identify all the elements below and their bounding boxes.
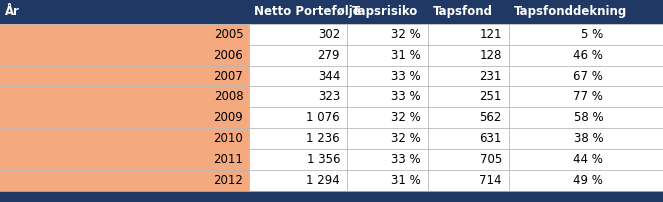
Text: 2009: 2009 (213, 111, 243, 124)
Text: 344: 344 (318, 69, 340, 83)
Text: Tapsfonddekning: Tapsfonddekning (514, 5, 627, 18)
Text: 46 %: 46 % (573, 49, 603, 62)
Bar (0, 191, 663, 202)
Text: 2012: 2012 (213, 174, 243, 187)
Text: 2008: 2008 (213, 90, 243, 103)
Text: 38 %: 38 % (573, 132, 603, 145)
Text: 302: 302 (318, 28, 340, 41)
Text: 231: 231 (479, 69, 502, 83)
Text: 67 %: 67 % (573, 69, 603, 83)
Text: 2007: 2007 (213, 69, 243, 83)
Text: 1 294: 1 294 (306, 174, 340, 187)
Text: 77 %: 77 % (573, 90, 603, 103)
Text: 33 %: 33 % (391, 69, 421, 83)
Text: 1 356: 1 356 (306, 153, 340, 166)
Text: 33 %: 33 % (391, 90, 421, 103)
Text: 251: 251 (479, 90, 502, 103)
Text: 31 %: 31 % (391, 49, 421, 62)
Text: 32 %: 32 % (391, 132, 421, 145)
Text: 58 %: 58 % (573, 111, 603, 124)
Text: År: År (5, 5, 20, 18)
Text: Tapsfond: Tapsfond (433, 5, 493, 18)
Text: 49 %: 49 % (573, 174, 603, 187)
Text: 32 %: 32 % (391, 111, 421, 124)
Text: 44 %: 44 % (573, 153, 603, 166)
Text: 714: 714 (479, 174, 502, 187)
Text: 5 %: 5 % (581, 28, 603, 41)
Text: 128: 128 (479, 49, 502, 62)
Text: 1 076: 1 076 (306, 111, 340, 124)
Text: 32 %: 32 % (391, 28, 421, 41)
Text: Netto Portefølje: Netto Portefølje (254, 5, 361, 18)
Text: 323: 323 (318, 90, 340, 103)
Text: 121: 121 (479, 28, 502, 41)
Text: 279: 279 (318, 49, 340, 62)
Text: 2011: 2011 (213, 153, 243, 166)
Text: 705: 705 (479, 153, 502, 166)
Text: 2010: 2010 (213, 132, 243, 145)
Text: 1 236: 1 236 (306, 132, 340, 145)
Text: 2005: 2005 (213, 28, 243, 41)
Text: 562: 562 (479, 111, 502, 124)
Text: 2006: 2006 (213, 49, 243, 62)
Text: Tapsrisiko: Tapsrisiko (352, 5, 418, 18)
Text: 31 %: 31 % (391, 174, 421, 187)
Text: 33 %: 33 % (391, 153, 421, 166)
Text: 631: 631 (479, 132, 502, 145)
